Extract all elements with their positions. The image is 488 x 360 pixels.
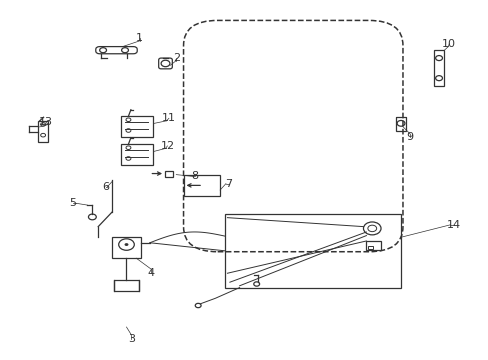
Bar <box>112 237 141 258</box>
Circle shape <box>124 243 128 246</box>
Bar <box>366 241 380 250</box>
Text: 8: 8 <box>191 171 198 181</box>
Text: 13: 13 <box>39 117 52 127</box>
Bar <box>395 117 406 131</box>
Bar <box>38 121 48 142</box>
Text: 5: 5 <box>69 198 76 208</box>
Text: 1: 1 <box>136 33 143 43</box>
Text: 2: 2 <box>172 53 180 63</box>
Text: 12: 12 <box>160 141 174 151</box>
Bar <box>121 144 153 165</box>
Text: 10: 10 <box>441 39 455 49</box>
Text: 14: 14 <box>446 220 460 230</box>
Text: 7: 7 <box>225 179 232 189</box>
Bar <box>183 175 220 196</box>
Text: 11: 11 <box>162 113 176 123</box>
Bar <box>121 116 153 137</box>
Text: 4: 4 <box>147 268 154 278</box>
Text: 9: 9 <box>406 132 413 142</box>
Bar <box>224 214 400 288</box>
Bar <box>164 171 172 177</box>
Bar <box>433 50 444 86</box>
Bar <box>367 246 372 249</box>
Text: 3: 3 <box>128 333 135 343</box>
Text: 6: 6 <box>102 182 109 192</box>
Bar <box>114 280 139 291</box>
